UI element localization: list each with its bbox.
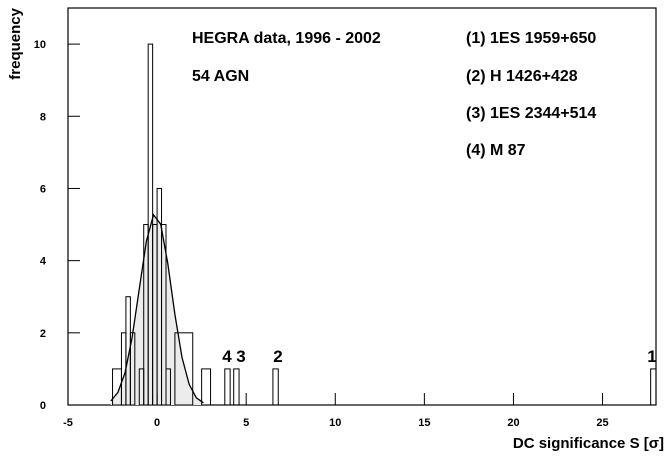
legend-entry: (4) M 87 (466, 142, 526, 159)
x-tick-label: -5 (63, 417, 73, 429)
peak-label: 3 (236, 347, 245, 366)
histogram-bar (233, 368, 240, 406)
y-tick-label: 0 (40, 400, 46, 412)
x-tick-label: 15 (418, 417, 430, 429)
peak-label: 4 (222, 347, 232, 366)
y-tick-label: 2 (40, 328, 46, 340)
y-tick-label: 8 (40, 111, 46, 123)
x-tick-label: 5 (243, 417, 249, 429)
x-tick-label: 25 (596, 417, 608, 429)
x-axis-label: DC significance S [σ] (513, 435, 664, 452)
legend-entry: (2) H 1426+428 (466, 68, 578, 85)
y-axis-label: frequency (7, 7, 24, 79)
plot-frame (67, 7, 657, 406)
y-tick-label: 6 (40, 183, 46, 195)
histogram-bar (161, 224, 167, 406)
peak-label: 2 (273, 347, 282, 366)
histogram-bar (224, 368, 231, 406)
legend-entry: (3) 1ES 2344+514 (466, 105, 596, 122)
legend-entry: (1) 1ES 1959+650 (466, 30, 596, 47)
annotation: 54 AGN (192, 68, 249, 85)
x-tick-label: 10 (329, 417, 341, 429)
histogram-bar (165, 368, 171, 406)
y-tick-label: 4 (40, 256, 47, 268)
x-tick-label: 20 (507, 417, 519, 429)
annotation: HEGRA data, 1996 - 2002 (192, 30, 381, 47)
x-tick-label: 0 (154, 417, 160, 429)
histogram-bar (650, 368, 657, 406)
peak-label: 1 (647, 347, 656, 366)
y-tick-label: 10 (34, 39, 46, 51)
fit-curve (110, 213, 204, 404)
histogram-bar (174, 332, 194, 406)
histogram-bar (201, 368, 212, 406)
histogram-bar (272, 368, 279, 406)
